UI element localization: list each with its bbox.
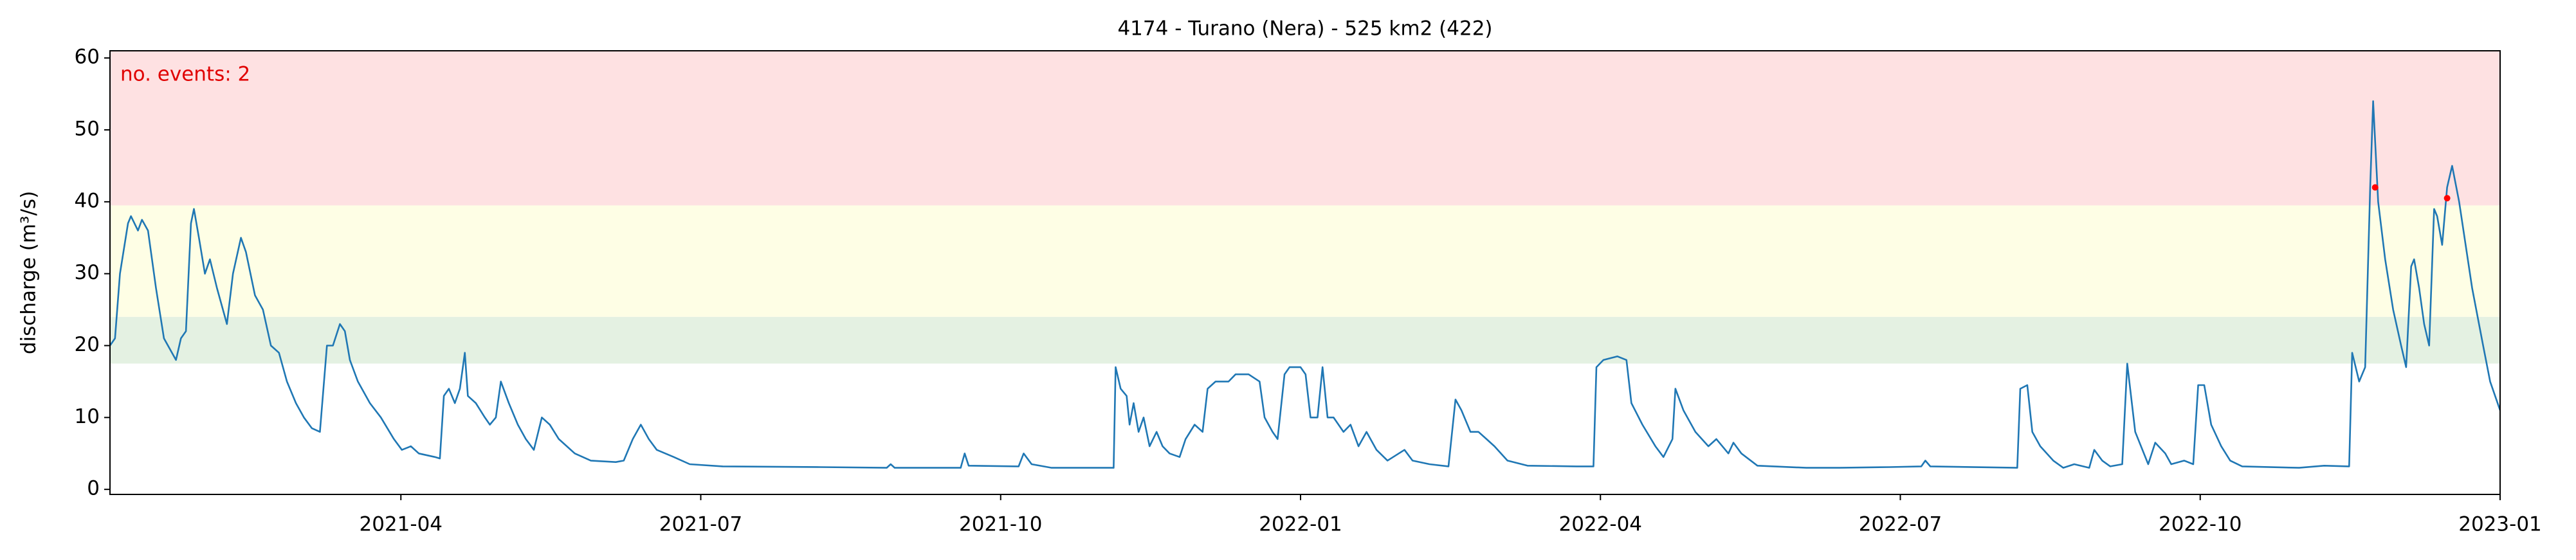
threshold-band bbox=[110, 316, 2500, 364]
event-point bbox=[2371, 184, 2379, 191]
x-tick-label: 2022-10 bbox=[2159, 513, 2242, 536]
x-tick-label: 2022-01 bbox=[1259, 513, 1342, 536]
event-point bbox=[2444, 195, 2451, 202]
x-tick-label: 2021-10 bbox=[959, 513, 1043, 536]
discharge-line bbox=[109, 100, 2501, 469]
y-tick-label: 40 bbox=[75, 189, 100, 212]
y-tick-label: 30 bbox=[75, 261, 100, 284]
plot-frame bbox=[109, 50, 2501, 495]
annotation: no. events: 2 bbox=[120, 63, 250, 86]
y-tick-label: 60 bbox=[75, 46, 100, 69]
y-axis-label: discharge (m³/s) bbox=[17, 191, 41, 354]
x-tick-label: 2021-07 bbox=[659, 513, 743, 536]
y-tick-label: 0 bbox=[87, 477, 100, 500]
x-tick-label: 2022-04 bbox=[1558, 513, 1642, 536]
threshold-band bbox=[110, 205, 2500, 317]
chart-title: 4174 - Turano (Nera) - 525 km2 (422) bbox=[1117, 17, 1492, 41]
x-tick-label: 2023-01 bbox=[2458, 513, 2542, 536]
y-tick-label: 50 bbox=[75, 118, 100, 141]
y-tick-label: 10 bbox=[75, 405, 100, 428]
y-tick-label: 20 bbox=[75, 333, 100, 356]
threshold-band bbox=[110, 51, 2500, 206]
x-tick-label: 2022-07 bbox=[1859, 513, 1942, 536]
x-tick-label: 2021-04 bbox=[359, 513, 443, 536]
